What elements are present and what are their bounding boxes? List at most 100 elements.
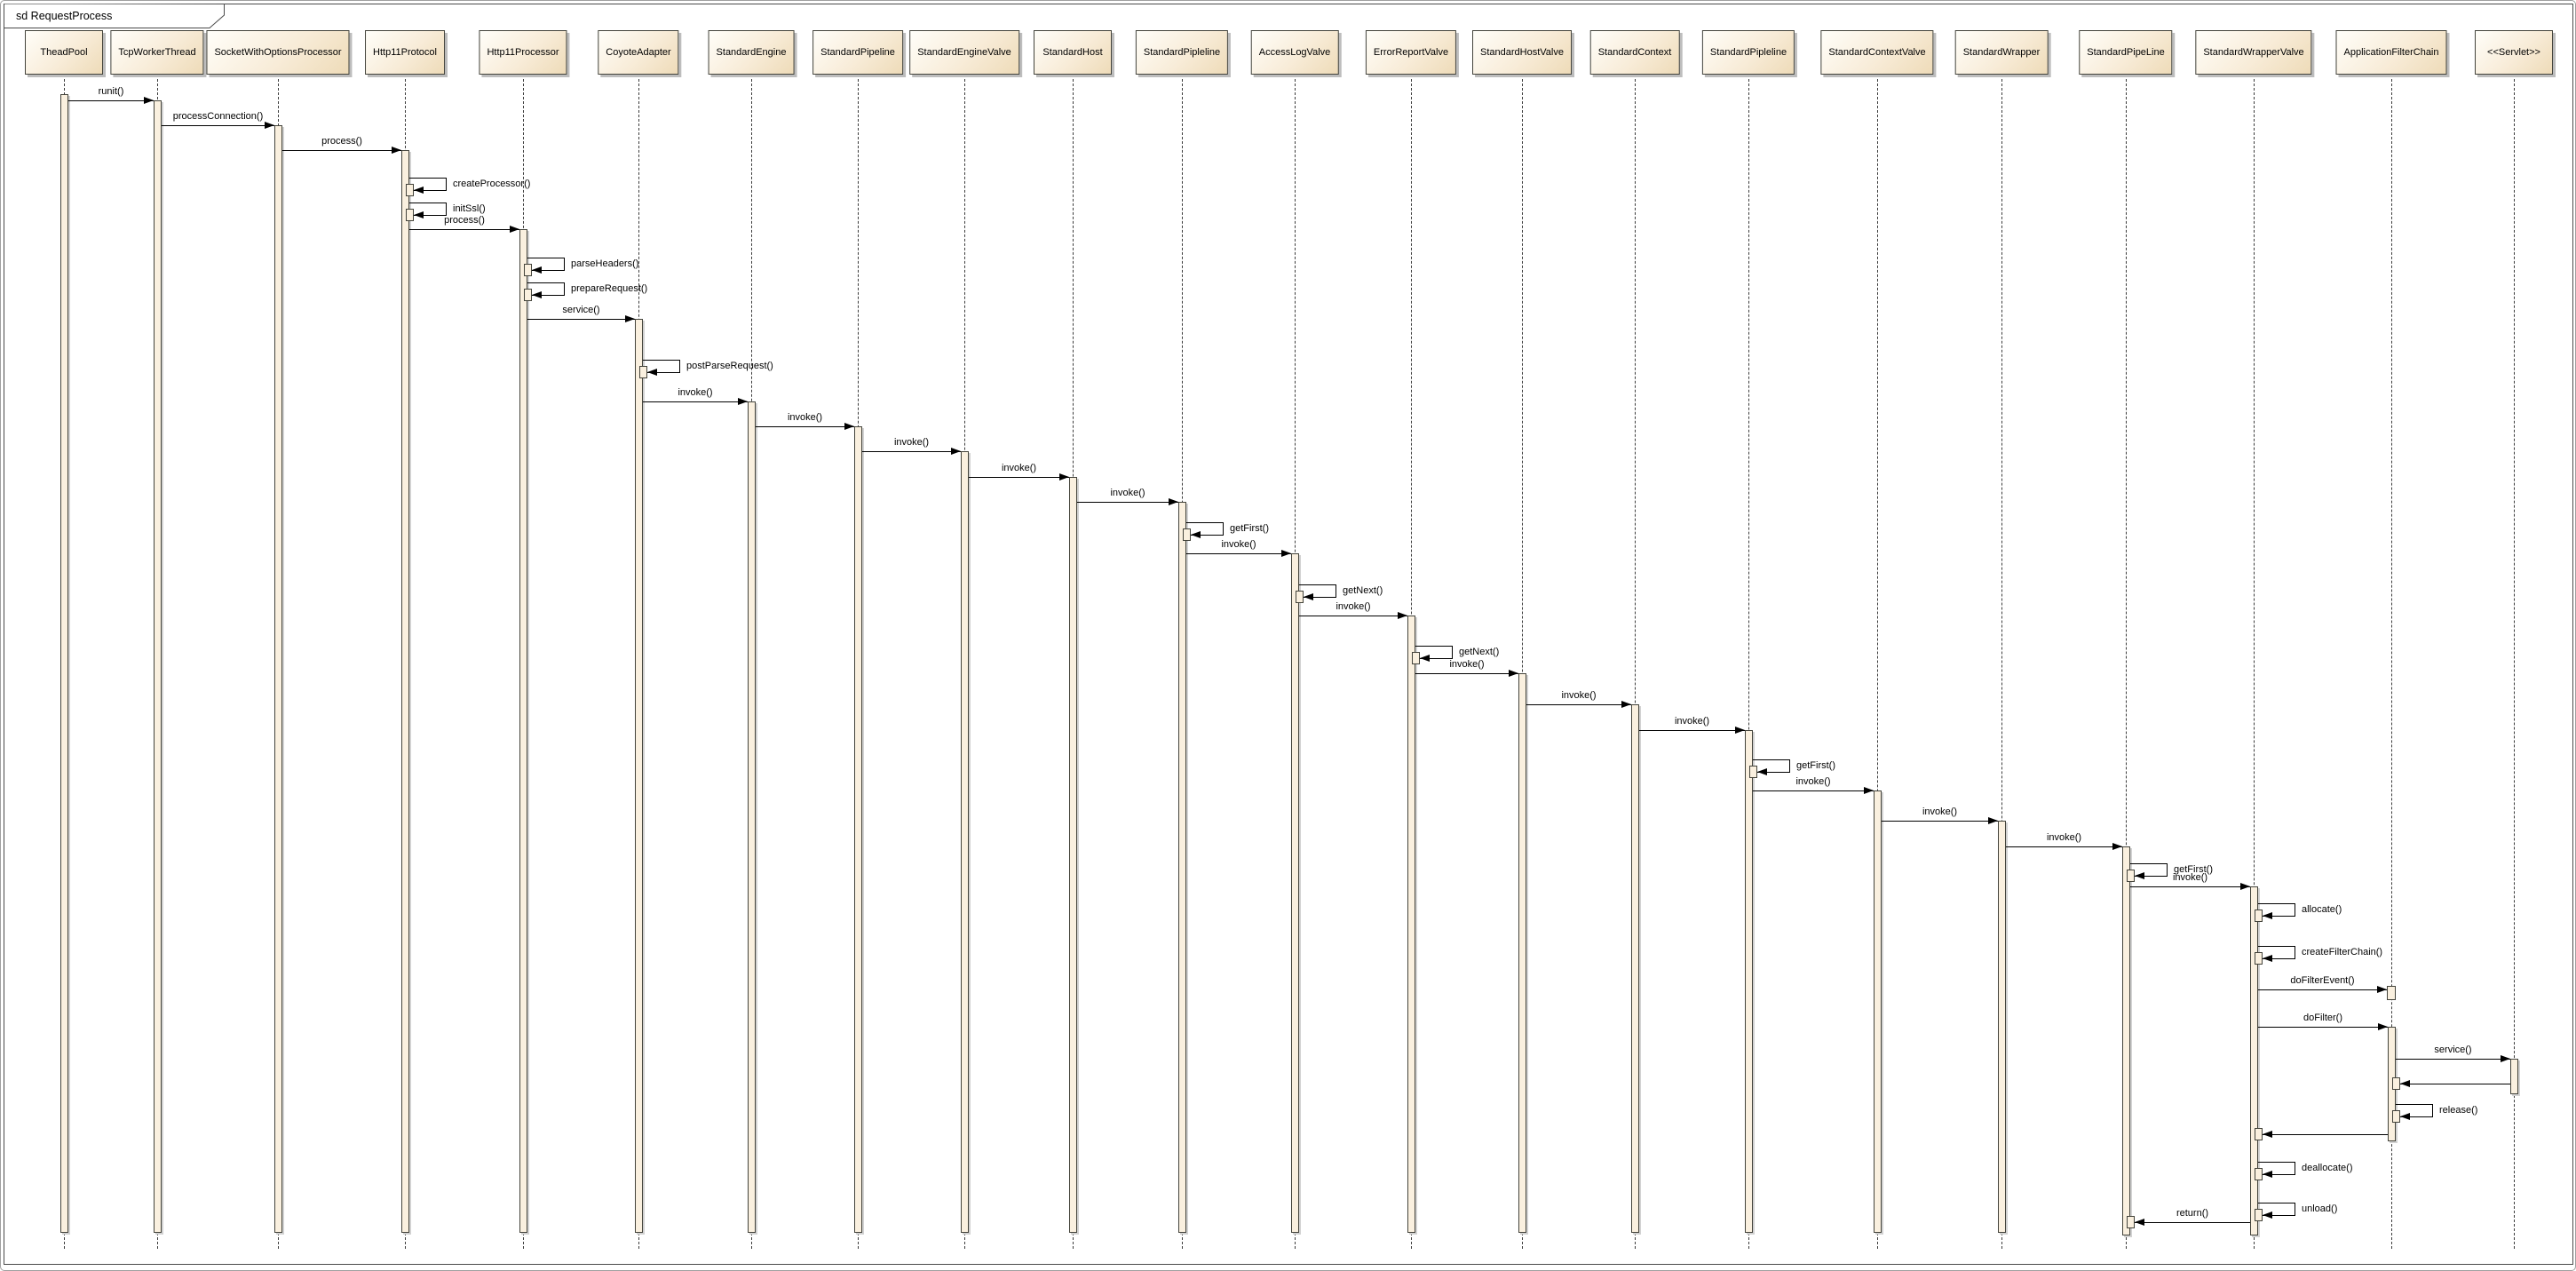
message-arrowhead (392, 146, 401, 154)
self-message-box (1296, 591, 1304, 603)
lifeline-box: <<Servlet>> (2475, 30, 2553, 75)
message-arrowhead (1281, 549, 1291, 557)
lifeline-box: ErrorReportValve (1365, 30, 1457, 75)
lifeline-box: Http11Processor (479, 30, 567, 75)
message-label: parseHeaders() (571, 258, 639, 269)
message-label: invoke() (893, 437, 930, 448)
message-arrowhead (1059, 473, 1069, 481)
message-label: processConnection() (172, 111, 264, 122)
message-label: invoke() (1674, 716, 1710, 727)
message-arrowhead (414, 186, 424, 194)
self-message-loop (1415, 646, 1453, 659)
self-message-box (406, 184, 414, 196)
message-label: getNext() (1343, 585, 1383, 596)
self-message-loop (2130, 863, 2168, 877)
lifeline-line (1522, 75, 1523, 1249)
message-label: getNext() (1459, 647, 1500, 657)
lifeline-box: StandardContextValve (1820, 30, 1934, 75)
message-arrowhead (1864, 786, 1874, 794)
lifeline-box: StandardPipeline (812, 30, 903, 75)
message-arrowhead (738, 397, 748, 405)
message-line (2258, 989, 2387, 990)
message-label: invoke() (1336, 601, 1371, 612)
lifeline-box: StandardContext (1589, 30, 1680, 75)
activation-bar (635, 319, 643, 1233)
message-arrowhead (2263, 954, 2272, 962)
activation-bar (1407, 616, 1415, 1233)
self-message-loop (409, 203, 447, 216)
message-line (2130, 886, 2250, 887)
self-message-loop (527, 258, 565, 271)
message-arrowhead (2378, 1022, 2388, 1030)
activation-bar (1631, 704, 1639, 1233)
self-message-box (639, 366, 647, 378)
message-arrowhead (2263, 911, 2272, 919)
self-message-box (1412, 652, 1420, 664)
message-arrowhead (1420, 654, 1430, 662)
message-line (162, 125, 274, 126)
return-message-box (2392, 1077, 2400, 1090)
message-arrowhead (1988, 816, 1998, 824)
lifeline-line (2001, 75, 2002, 1249)
self-message-box (2127, 870, 2135, 882)
lifeline-box: StandardHostValve (1472, 30, 1572, 75)
message-label: initSsl() (453, 203, 486, 214)
activation-bar (748, 401, 756, 1233)
self-message-box (524, 289, 532, 301)
frame-tab-shape (4, 3, 225, 28)
message-label: invoke() (1001, 463, 1037, 473)
return-message-box (2127, 1216, 2135, 1228)
message-arrowhead (2135, 1218, 2144, 1226)
activation-bar (401, 150, 409, 1233)
message-line (409, 229, 519, 230)
lifeline-line (2126, 75, 2127, 1249)
message-line (1077, 502, 1178, 503)
message-arrowhead (144, 96, 154, 104)
message-line (969, 477, 1069, 478)
self-message-loop (2258, 1203, 2295, 1216)
activation-bar (154, 100, 162, 1233)
self-message-loop (1299, 584, 1336, 598)
message-arrowhead (2377, 985, 2387, 993)
activation-bar (2250, 886, 2258, 1235)
message-arrowhead (2400, 1112, 2410, 1120)
frame-title-tab: sd RequestProcess (4, 3, 226, 28)
self-message-loop (1753, 759, 1790, 773)
message-arrowhead (1304, 592, 1313, 600)
self-message-box (2255, 952, 2263, 965)
message-label: getFirst() (2174, 864, 2213, 875)
self-message-box (406, 209, 414, 221)
lifeline-box: StandardPipleline (1701, 30, 1795, 75)
activation-bar (1518, 673, 1526, 1233)
lifeline-line (2514, 75, 2515, 1249)
lifeline-box: Http11Protocol (365, 30, 445, 75)
self-message-loop (2258, 903, 2295, 917)
message-line (2258, 1027, 2388, 1028)
message-label: doFilterEvent() (2290, 975, 2355, 986)
lifeline-box: StandardPipleline (1135, 30, 1229, 75)
activation-bar (1291, 553, 1299, 1233)
message-arrowhead (844, 422, 854, 430)
message-label: allocate() (2302, 904, 2342, 915)
message-line (68, 100, 154, 101)
activation-bar (961, 451, 969, 1233)
message-arrowhead (1398, 611, 1407, 619)
message-line (643, 401, 748, 402)
message-label: process() (321, 136, 362, 147)
lifeline-line (2391, 75, 2392, 1249)
message-label: invoke() (1221, 539, 1256, 550)
self-message-loop (643, 360, 680, 373)
message-arrowhead (510, 225, 519, 233)
message-label: prepareRequest() (571, 283, 648, 294)
message-label: runit() (98, 86, 124, 97)
message-arrowhead (532, 266, 542, 274)
message-label: invoke() (1110, 488, 1145, 498)
message-arrowhead (951, 447, 961, 455)
message-arrowhead (2263, 1130, 2272, 1138)
self-message-loop (1186, 522, 1224, 536)
message-label: service() (562, 305, 600, 315)
message-arrowhead (2240, 882, 2250, 890)
message-line (1526, 704, 1631, 705)
message-label: unload() (2302, 1203, 2338, 1214)
